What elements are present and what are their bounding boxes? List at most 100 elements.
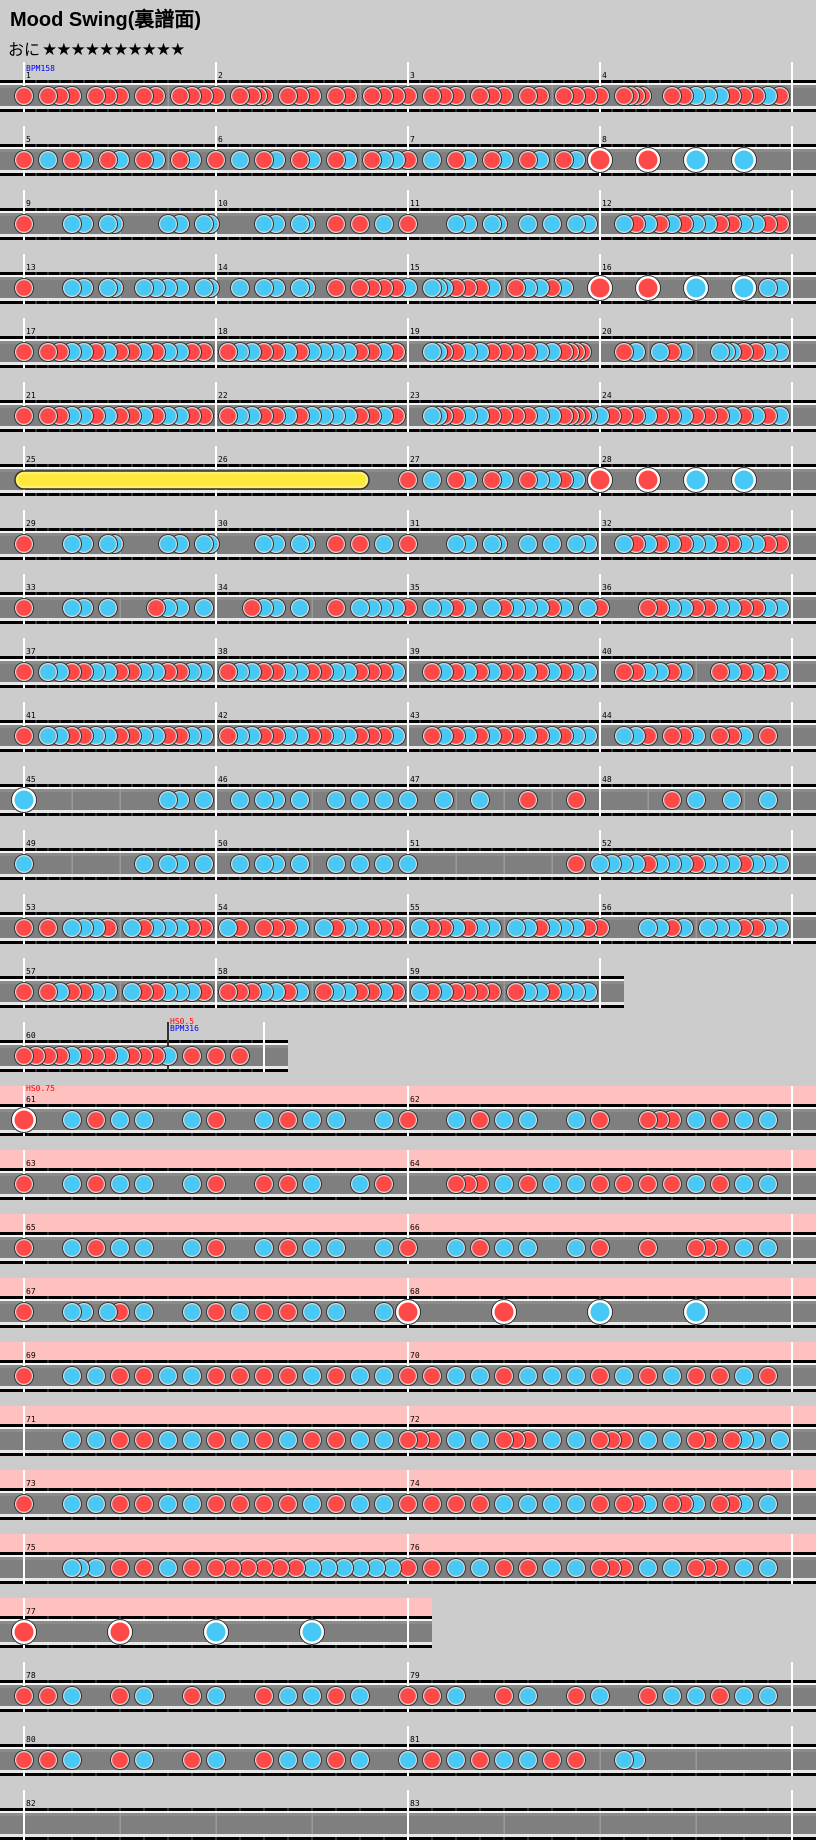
sixteenth-tick bbox=[71, 464, 73, 467]
sixteenth-tick bbox=[443, 912, 445, 915]
note-face bbox=[592, 1112, 608, 1128]
sixteenth-tick bbox=[275, 301, 277, 304]
sixteenth-tick bbox=[143, 173, 145, 176]
sixteenth-tick bbox=[755, 685, 757, 688]
sixteenth-tick bbox=[299, 1005, 301, 1008]
sixteenth-tick bbox=[515, 976, 517, 979]
sixteenth-tick bbox=[107, 237, 109, 240]
sixteenth-tick bbox=[287, 912, 289, 915]
sixteenth-tick bbox=[611, 365, 613, 368]
big-don-note bbox=[635, 275, 661, 301]
sixteenth-tick bbox=[767, 592, 769, 595]
sixteenth-tick bbox=[131, 400, 133, 403]
beat-line bbox=[311, 597, 313, 618]
sixteenth-tick bbox=[83, 237, 85, 240]
measure-line bbox=[791, 254, 793, 304]
sixteenth-tick bbox=[431, 557, 433, 560]
sixteenth-tick bbox=[683, 784, 685, 787]
sixteenth-tick bbox=[287, 813, 289, 816]
sixteenth-tick bbox=[275, 528, 277, 531]
sixteenth-tick bbox=[59, 592, 61, 595]
sixteenth-tick bbox=[623, 749, 625, 752]
sixteenth-tick bbox=[347, 877, 349, 880]
sixteenth-tick bbox=[59, 272, 61, 275]
sixteenth-tick bbox=[47, 1005, 49, 1008]
sixteenth-tick bbox=[131, 429, 133, 432]
sixteenth-tick bbox=[239, 208, 241, 211]
sixteenth-tick bbox=[611, 80, 613, 83]
sixteenth-tick bbox=[503, 528, 505, 531]
sixteenth-tick bbox=[467, 301, 469, 304]
sixteenth-tick bbox=[587, 621, 589, 624]
sixteenth-tick bbox=[143, 237, 145, 240]
sixteenth-tick bbox=[275, 80, 277, 83]
sixteenth-tick bbox=[743, 336, 745, 339]
sixteenth-tick bbox=[119, 464, 121, 467]
sixteenth-tick bbox=[335, 400, 337, 403]
don-note bbox=[326, 534, 346, 554]
sixteenth-tick bbox=[731, 784, 733, 787]
note-face bbox=[520, 152, 536, 168]
note-face bbox=[100, 600, 116, 616]
sixteenth-tick bbox=[299, 272, 301, 275]
sixteenth-tick bbox=[731, 656, 733, 659]
sixteenth-tick bbox=[251, 272, 253, 275]
sixteenth-tick bbox=[491, 365, 493, 368]
sixteenth-tick bbox=[659, 912, 661, 915]
measure-number: 25 bbox=[26, 455, 36, 464]
sixteenth-tick bbox=[635, 621, 637, 624]
sixteenth-tick bbox=[683, 592, 685, 595]
note-face bbox=[196, 280, 212, 296]
sixteenth-tick bbox=[299, 301, 301, 304]
sixteenth-tick bbox=[119, 301, 121, 304]
sixteenth-tick bbox=[395, 173, 397, 176]
sixteenth-tick bbox=[95, 365, 97, 368]
sixteenth-tick bbox=[83, 301, 85, 304]
sixteenth-tick bbox=[755, 237, 757, 240]
sixteenth-tick bbox=[359, 720, 361, 723]
sixteenth-tick bbox=[443, 173, 445, 176]
sixteenth-tick bbox=[275, 848, 277, 851]
sixteenth-tick bbox=[419, 272, 421, 275]
sixteenth-tick bbox=[659, 80, 661, 83]
don-note bbox=[218, 342, 238, 362]
sixteenth-tick bbox=[203, 749, 205, 752]
note-face bbox=[328, 536, 344, 552]
note-face bbox=[124, 984, 140, 1000]
sixteenth-tick bbox=[143, 493, 145, 496]
don-note bbox=[710, 662, 730, 682]
sixteenth-tick bbox=[575, 749, 577, 752]
sixteenth-tick bbox=[59, 208, 61, 211]
sixteenth-tick bbox=[131, 941, 133, 944]
sixteenth-tick bbox=[311, 557, 313, 560]
sixteenth-tick bbox=[83, 621, 85, 624]
sixteenth-tick bbox=[647, 528, 649, 531]
sixteenth-tick bbox=[371, 976, 373, 979]
sixteenth-tick bbox=[155, 592, 157, 595]
sixteenth-tick bbox=[275, 1005, 277, 1008]
sixteenth-tick bbox=[623, 877, 625, 880]
sixteenth-tick bbox=[287, 144, 289, 147]
sixteenth-tick bbox=[767, 656, 769, 659]
sixteenth-tick bbox=[551, 400, 553, 403]
sixteenth-tick bbox=[455, 208, 457, 211]
sixteenth-tick bbox=[347, 464, 349, 467]
sixteenth-tick bbox=[95, 173, 97, 176]
sixteenth-tick bbox=[515, 400, 517, 403]
sixteenth-tick bbox=[671, 208, 673, 211]
sixteenth-tick bbox=[623, 173, 625, 176]
sixteenth-tick bbox=[71, 336, 73, 339]
sixteenth-tick bbox=[95, 1005, 97, 1008]
measure-line bbox=[215, 830, 217, 880]
ka-note bbox=[230, 790, 250, 810]
sixteenth-tick bbox=[59, 621, 61, 624]
sixteenth-tick bbox=[83, 813, 85, 816]
sixteenth-tick bbox=[455, 848, 457, 851]
sixteenth-tick bbox=[767, 400, 769, 403]
sixteenth-tick bbox=[95, 272, 97, 275]
sixteenth-tick bbox=[359, 877, 361, 880]
note-face bbox=[364, 88, 380, 104]
sixteenth-tick bbox=[395, 749, 397, 752]
sixteenth-tick bbox=[191, 109, 193, 112]
sixteenth-tick bbox=[311, 592, 313, 595]
